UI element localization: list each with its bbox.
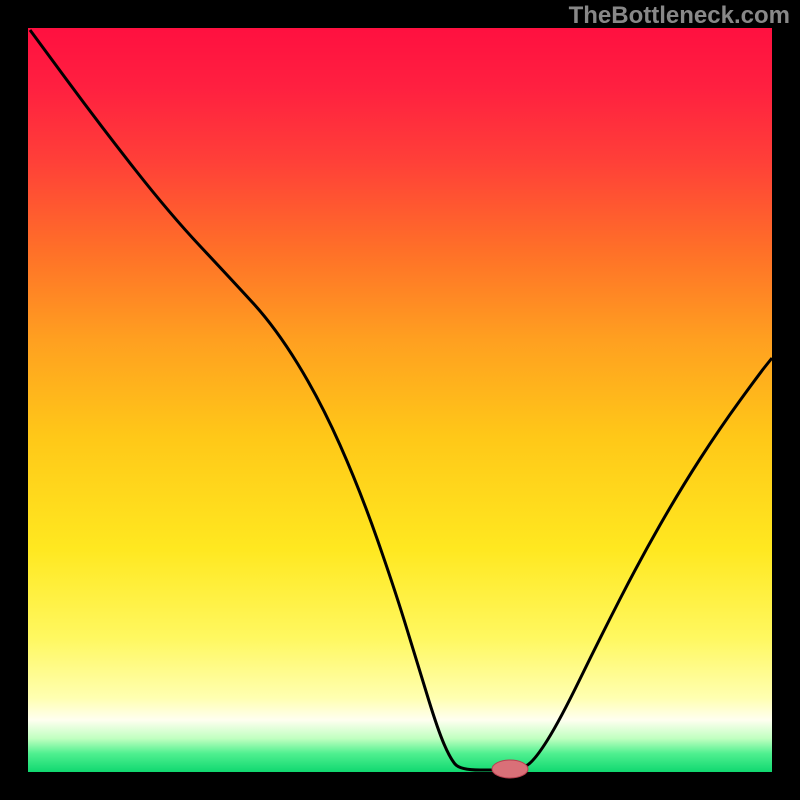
- chart-plot-bg: [28, 28, 772, 772]
- watermark-text: TheBottleneck.com: [569, 2, 790, 30]
- chart-marker: [492, 760, 528, 778]
- chart-svg: [0, 0, 800, 800]
- chart-root: { "watermark": "TheBottleneck.com", "cha…: [0, 0, 800, 800]
